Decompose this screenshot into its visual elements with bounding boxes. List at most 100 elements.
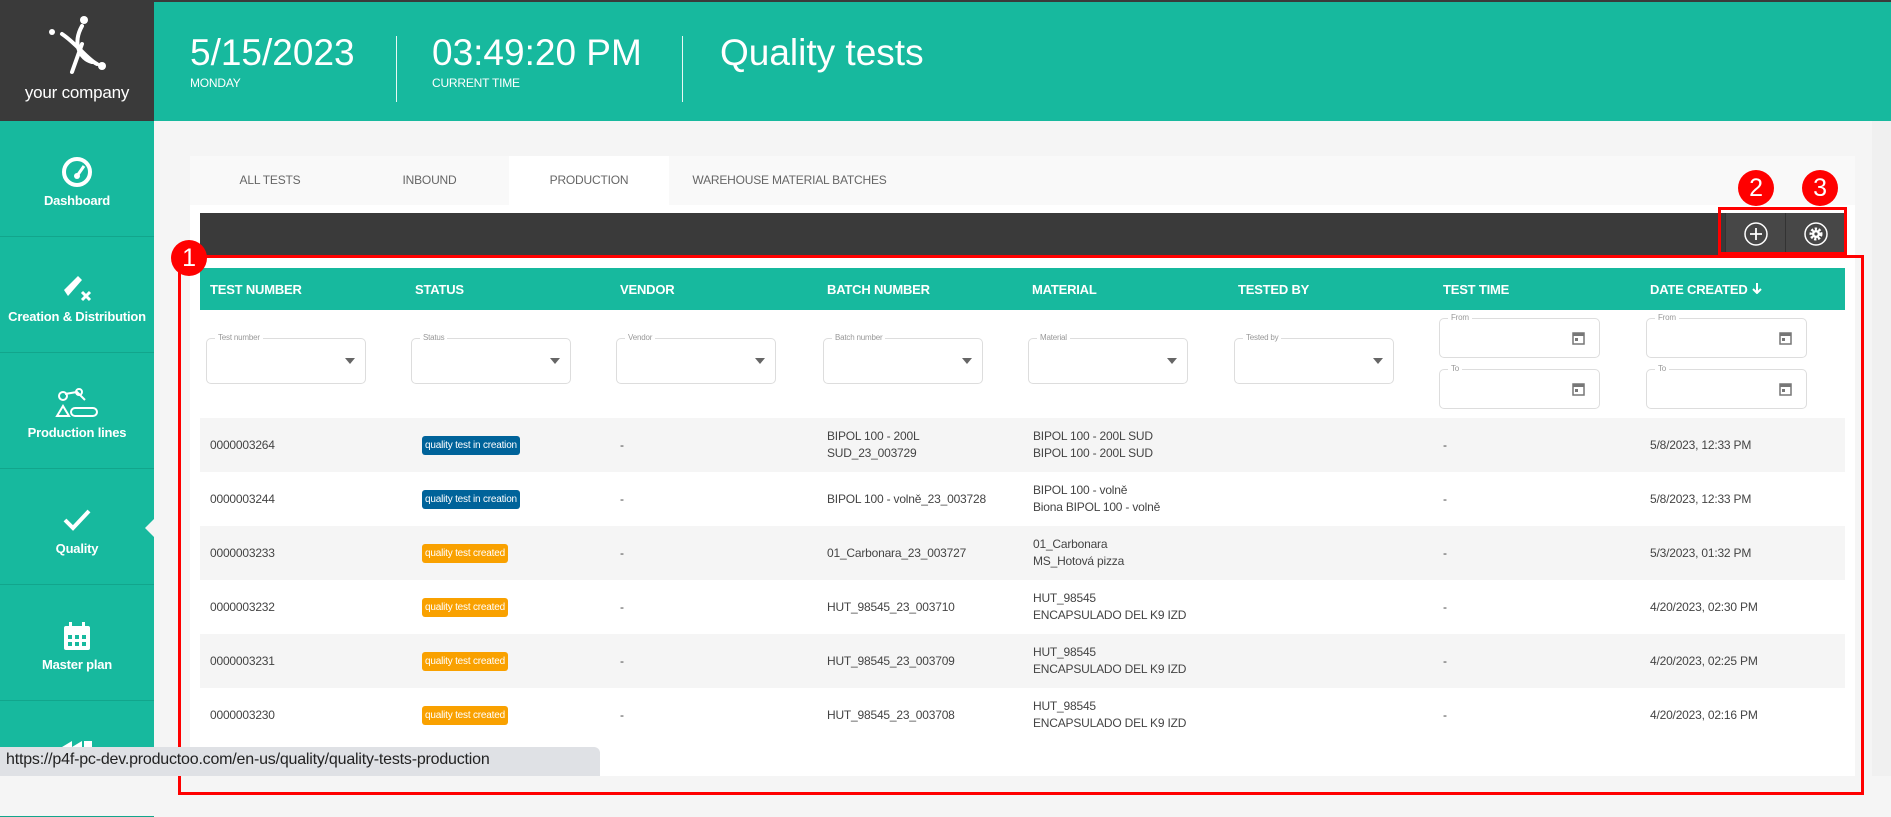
status-badge: quality test in creation xyxy=(422,489,520,509)
page-title: Quality tests xyxy=(720,32,924,73)
calendar-icon xyxy=(1779,383,1792,396)
cell-test-number: 0000003231 xyxy=(210,653,275,668)
sidebar-item-dashboard[interactable]: Dashboard xyxy=(0,121,154,237)
status-badge: quality test in creation xyxy=(422,435,520,455)
cell-batch-number: BIPOL 100 - 200L SUD_23_003729 xyxy=(827,418,920,472)
cell-date-created: 4/20/2023, 02:30 PM xyxy=(1650,599,1758,614)
filter-dropdown-test-number[interactable]: Test number xyxy=(206,333,366,384)
caret-down-icon xyxy=(550,358,560,364)
cell-test-time: - xyxy=(1443,707,1447,722)
tab-bar: ALL TESTS INBOUND PRODUCTION WAREHOUSE M… xyxy=(190,156,1855,205)
filter-dropdown-vendor[interactable]: Vendor xyxy=(616,333,776,384)
caret-down-icon xyxy=(345,358,355,364)
cell-test-time: - xyxy=(1443,653,1447,668)
title-block: Quality tests xyxy=(720,32,924,74)
ticket-x-icon xyxy=(0,271,154,305)
current-time: 03:49:20 PM xyxy=(432,32,642,73)
arrow-down-icon xyxy=(1752,283,1762,295)
tab-warehouse-material-batches[interactable]: WAREHOUSE MATERIAL BATCHES xyxy=(692,173,887,187)
status-bar-url: https://p4f-pc-dev.productoo.com/en-us/q… xyxy=(0,747,600,776)
cell-date-created: 5/8/2023, 12:33 PM xyxy=(1650,491,1752,506)
sidebar-item-creation-distribution[interactable]: Creation & Distribution xyxy=(0,237,154,353)
date-filter-label: To xyxy=(1655,364,1670,373)
table-row[interactable]: 0000003231 quality test created - HUT_98… xyxy=(200,634,1845,688)
batch-line: 01_Carbonara_23_003727 xyxy=(827,545,967,560)
sidebar-item-quality[interactable]: Quality xyxy=(0,469,154,585)
company-logo[interactable]: your company xyxy=(0,0,154,121)
column-header-test-time[interactable]: TEST TIME xyxy=(1443,282,1510,297)
tab-all-tests[interactable]: ALL TESTS xyxy=(239,173,301,187)
date-from-input-test-time[interactable]: From xyxy=(1439,313,1600,358)
page-scrollbar[interactable] xyxy=(1872,121,1891,776)
filter-label: Material xyxy=(1037,333,1070,342)
cell-vendor: - xyxy=(620,545,624,560)
filter-dropdown-batch-number[interactable]: Batch number xyxy=(823,333,983,384)
date-to-input-date-created[interactable]: To xyxy=(1646,364,1807,409)
divider xyxy=(682,36,683,102)
column-header-status[interactable]: STATUS xyxy=(415,282,464,297)
batch-line: HUT_98545_23_003710 xyxy=(827,599,955,614)
caret-down-icon xyxy=(1373,358,1383,364)
cell-batch-number: HUT_98545_23_003708 xyxy=(827,688,955,742)
calendar-icon xyxy=(0,619,154,653)
current-date: 5/15/2023 xyxy=(190,32,355,73)
cell-batch-number: 01_Carbonara_23_003727 xyxy=(827,526,966,580)
time-block: 03:49:20 PM CURRENT TIME xyxy=(432,32,642,90)
filter-dropdown-status[interactable]: Status xyxy=(411,333,571,384)
table-row[interactable]: 0000003232 quality test created - HUT_98… xyxy=(200,580,1845,634)
table-row[interactable]: 0000003244 quality test in creation - BI… xyxy=(200,472,1845,526)
column-header-material[interactable]: MATERIAL xyxy=(1032,282,1097,297)
batch-line: SUD_23_003729 xyxy=(827,446,917,460)
cell-vendor: - xyxy=(620,491,624,506)
filter-label: Vendor xyxy=(625,333,656,342)
material-line: HUT_98545 xyxy=(1033,699,1096,713)
annotation-box-1 xyxy=(178,255,1864,795)
column-header-tested-by[interactable]: TESTED BY xyxy=(1238,282,1310,297)
material-line: BIPOL 100 - 200L SUD xyxy=(1033,429,1153,443)
cell-test-number: 0000003230 xyxy=(210,707,275,722)
column-header-batch-number[interactable]: BATCH NUMBER xyxy=(827,282,930,297)
table-toolbar xyxy=(200,213,1845,255)
cell-status: quality test in creation xyxy=(422,472,520,526)
column-header-date-created[interactable]: DATE CREATED xyxy=(1650,282,1763,297)
cell-test-time: - xyxy=(1443,491,1447,506)
cell-date-created: 5/3/2023, 01:32 PM xyxy=(1650,545,1752,560)
cell-batch-number: HUT_98545_23_003710 xyxy=(827,580,955,634)
add-test-button[interactable] xyxy=(1725,213,1785,255)
date-from-input-date-created[interactable]: From xyxy=(1646,313,1807,358)
table-header: TEST NUMBER STATUS VENDOR BATCH NUMBER M… xyxy=(200,268,1845,310)
material-line: BIPOL 100 - volně xyxy=(1033,483,1128,497)
table-row[interactable]: 0000003264 quality test in creation - BI… xyxy=(200,418,1845,472)
gear-icon xyxy=(1803,222,1828,246)
material-line: ENCAPSULADO DEL K9 IZD xyxy=(1033,608,1187,622)
filter-label: Batch number xyxy=(832,333,886,342)
material-line: ENCAPSULADO DEL K9 IZD xyxy=(1033,716,1187,730)
column-header-label: DATE CREATED xyxy=(1650,282,1748,297)
cell-date-created: 4/20/2023, 02:25 PM xyxy=(1650,653,1758,668)
material-line: MS_Hotová pizza xyxy=(1033,554,1125,568)
gauge-icon xyxy=(0,155,154,189)
tab-production[interactable]: PRODUCTION xyxy=(509,156,669,205)
column-header-test-number[interactable]: TEST NUMBER xyxy=(210,282,302,297)
filter-dropdown-material[interactable]: Material xyxy=(1028,333,1188,384)
cell-material: 01_Carbonara MS_Hotová pizza xyxy=(1033,526,1124,580)
material-line: ENCAPSULADO DEL K9 IZD xyxy=(1033,662,1187,676)
date-to-input-test-time[interactable]: To xyxy=(1439,364,1600,409)
table-row[interactable]: 0000003230 quality test created - HUT_98… xyxy=(200,688,1845,742)
batch-line: HUT_98545_23_003708 xyxy=(827,707,955,722)
tab-inbound[interactable]: INBOUND xyxy=(402,173,457,187)
sidebar-item-master-plan[interactable]: Master plan xyxy=(0,585,154,701)
cell-status: quality test created xyxy=(422,526,508,580)
sidebar-item-label: Master plan xyxy=(41,657,113,672)
cell-vendor: - xyxy=(620,653,624,668)
settings-button[interactable] xyxy=(1785,213,1845,255)
table-row[interactable]: 0000003233 quality test created - 01_Car… xyxy=(200,526,1845,580)
weekday: MONDAY xyxy=(190,76,241,90)
date-block: 5/15/2023 MONDAY xyxy=(190,32,355,90)
status-badge: quality test created xyxy=(422,597,508,617)
sidebar-item-production-lines[interactable]: Production lines xyxy=(0,353,154,469)
column-header-vendor[interactable]: VENDOR xyxy=(620,282,675,297)
material-line: BIPOL 100 - 200L SUD xyxy=(1033,446,1153,460)
filter-dropdown-tested-by[interactable]: Tested by xyxy=(1234,333,1394,384)
cell-test-number: 0000003232 xyxy=(210,599,275,614)
